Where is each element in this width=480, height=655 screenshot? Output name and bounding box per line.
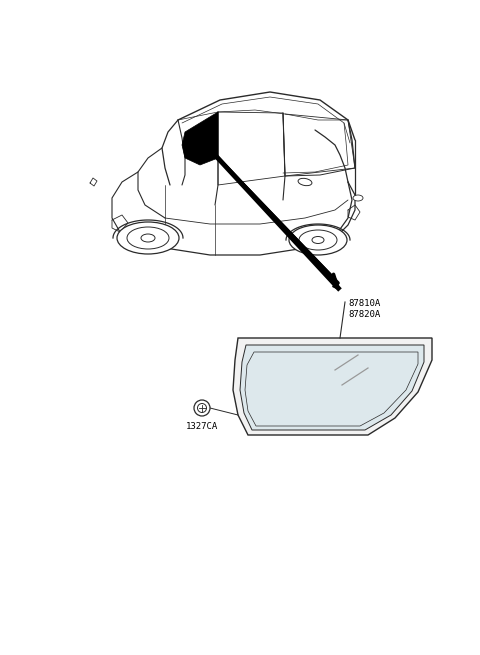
Polygon shape [182,112,218,165]
Ellipse shape [312,236,324,244]
Text: 1327CA: 1327CA [186,422,218,431]
Ellipse shape [197,403,206,413]
Text: 87820A: 87820A [348,310,380,319]
Ellipse shape [299,230,337,250]
Ellipse shape [298,178,312,185]
Ellipse shape [353,195,363,201]
Text: 87810A: 87810A [348,299,380,308]
Ellipse shape [194,400,210,416]
Ellipse shape [117,222,179,254]
Ellipse shape [141,234,155,242]
Polygon shape [233,338,432,435]
Polygon shape [240,345,424,430]
Ellipse shape [127,227,169,249]
Ellipse shape [289,225,347,255]
